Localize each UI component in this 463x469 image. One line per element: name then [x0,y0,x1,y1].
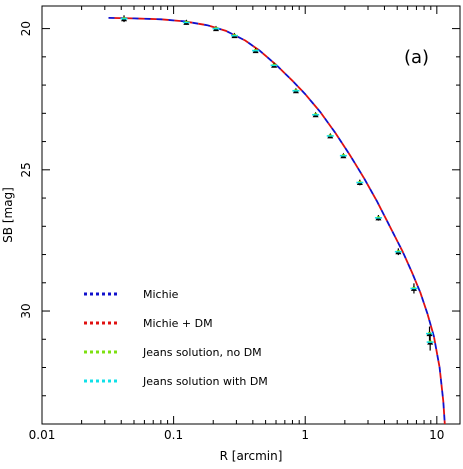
y-tick-label: 25 [19,162,33,177]
observed-points [120,15,434,351]
legend-label-3: Jeans solution with DM [142,375,268,388]
series-line-0 [108,17,446,425]
y-axis-label: SB [mag] [1,187,15,243]
series-line-1 [108,17,446,425]
x-tick-label: 0.1 [164,428,183,442]
plot-frame [41,5,461,425]
x-tick-label: 0.01 [29,428,56,442]
x-tick-label: 1 [301,428,309,442]
legend: Michie Michie + DM Jeans solution, no DM Je… [84,288,268,388]
panel-label: (a) [404,47,429,68]
y-tick-label: 20 [19,21,33,36]
axis-ticks [41,6,460,425]
legend-label-0: Michie [143,288,179,301]
legend-label-1: Michie + DM [143,317,213,330]
series-lines [108,17,446,425]
y-tick-label: 30 [19,303,33,318]
x-tick-label: 10 [429,428,444,442]
tick-labels: 0.01 0.1 1 10 20 25 30 [19,21,444,442]
x-axis-label: R [arcmin] [220,449,283,463]
legend-label-2: Jeans solution, no DM [142,346,262,359]
